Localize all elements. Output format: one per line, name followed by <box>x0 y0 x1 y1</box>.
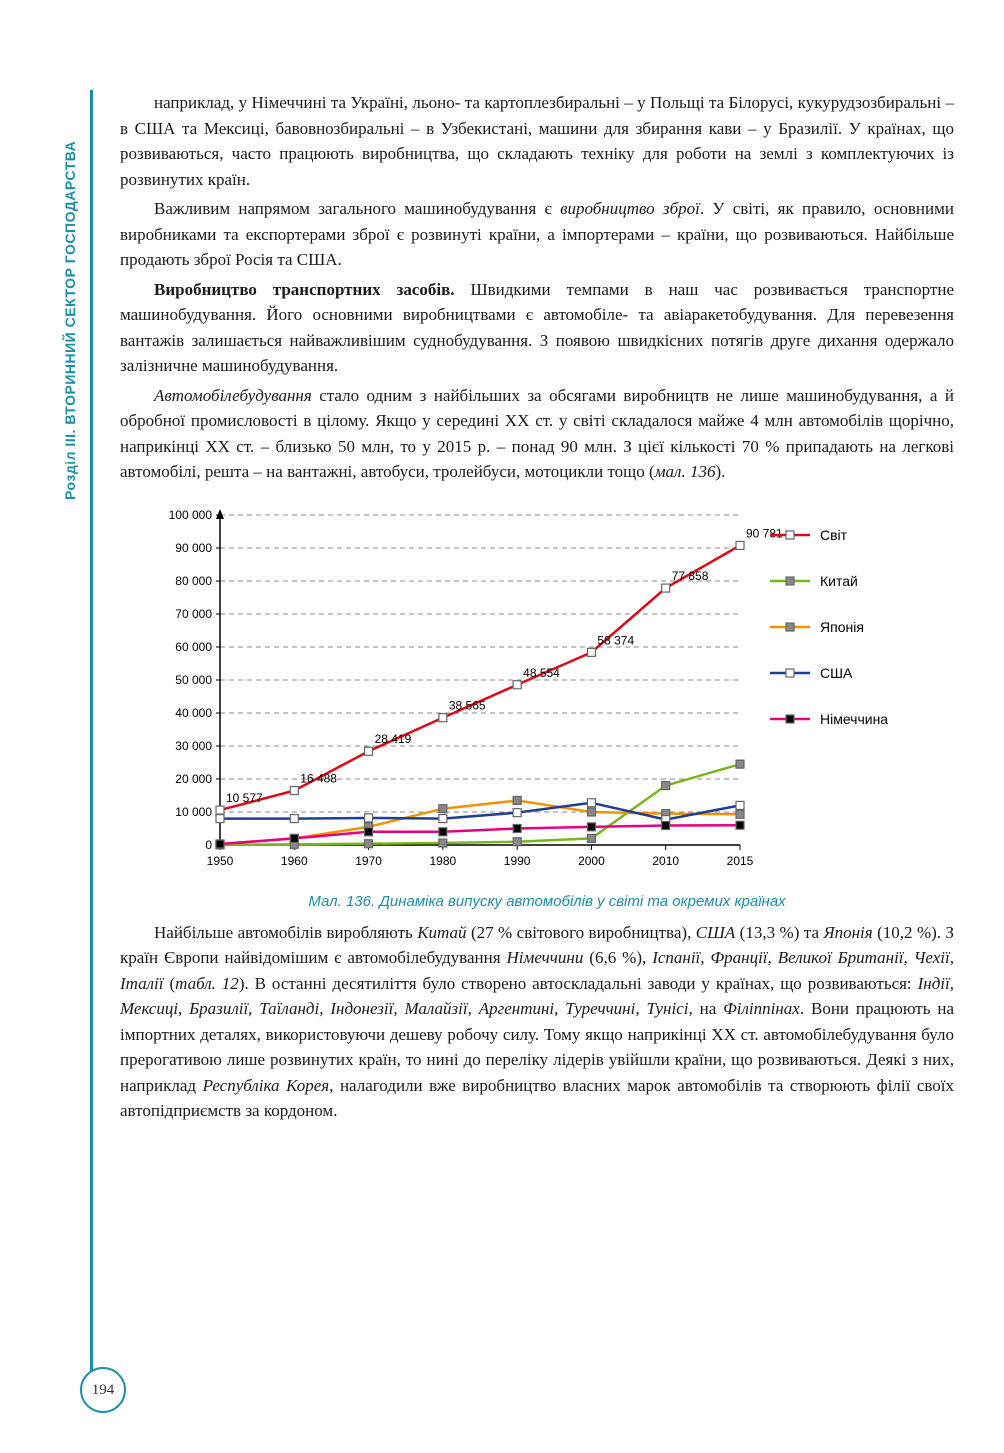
p5-l: табл. 12 <box>175 974 239 993</box>
svg-text:Японія: Японія <box>820 619 864 635</box>
svg-text:1990: 1990 <box>504 854 531 868</box>
svg-text:50 000: 50 000 <box>175 673 212 687</box>
p5-i: (6,6 %), <box>583 948 652 967</box>
svg-text:2010: 2010 <box>652 854 679 868</box>
p5-k: ( <box>164 974 176 993</box>
side-border <box>90 90 93 1383</box>
chart-caption: Мал. 136. Динаміка випуску автомобілів у… <box>140 893 954 910</box>
p5-r: Республіка Корея <box>203 1076 330 1095</box>
svg-text:Китай: Китай <box>820 573 858 589</box>
svg-text:16 488: 16 488 <box>300 771 337 785</box>
p5-h: Німеччини <box>507 948 584 967</box>
svg-text:60 000: 60 000 <box>175 640 212 654</box>
p4-c: мал. 136 <box>655 462 716 481</box>
p1-text: наприклад, у Німеччині та Україні, льоно… <box>120 93 954 189</box>
svg-text:40 000: 40 000 <box>175 706 212 720</box>
p4-d: ). <box>715 462 725 481</box>
svg-text:1960: 1960 <box>281 854 308 868</box>
svg-text:77 858: 77 858 <box>672 569 709 583</box>
page: Розділ III. ВТОРИННИЙ СЕКТОР ГОСПОДАРСТВ… <box>0 0 1004 1453</box>
svg-text:38 565: 38 565 <box>449 698 486 712</box>
paragraph-4: Автомобілебудування стало одним з найбіл… <box>120 383 954 485</box>
p2-a: Важливим напрямом загального машинобудув… <box>154 199 560 218</box>
svg-text:80 000: 80 000 <box>175 574 212 588</box>
paragraph-3: Виробництво транспортних засобів. Швидки… <box>120 277 954 379</box>
svg-text:20 000: 20 000 <box>175 772 212 786</box>
svg-text:Німеччина: Німеччина <box>820 711 888 727</box>
svg-text:58 374: 58 374 <box>597 633 634 647</box>
p2-b: виробництво зброї <box>560 199 700 218</box>
svg-text:1950: 1950 <box>207 854 234 868</box>
p5-f: Японія <box>823 923 872 942</box>
p5-o: , на <box>688 999 723 1018</box>
p5-m: ). В останні десятиліття було створено а… <box>239 974 918 993</box>
p5-p: Філіппінах <box>723 999 800 1018</box>
svg-text:90 781: 90 781 <box>746 526 783 540</box>
svg-text:США: США <box>820 665 853 681</box>
svg-text:0: 0 <box>205 838 212 852</box>
svg-text:10 000: 10 000 <box>175 805 212 819</box>
svg-text:90 000: 90 000 <box>175 541 212 555</box>
paragraph-1: наприклад, у Німеччині та Україні, льоно… <box>120 90 954 192</box>
svg-text:2000: 2000 <box>578 854 605 868</box>
page-number-value: 194 <box>92 1382 115 1399</box>
paragraph-2: Важливим напрямом загального машинобудув… <box>120 196 954 273</box>
paragraph-5: Найбільше автомобілів виробляють Китай (… <box>120 920 954 1124</box>
svg-text:30 000: 30 000 <box>175 739 212 753</box>
p3-a: Виробництво транспортних засобів. <box>154 280 455 299</box>
p4-a: Автомобілебудування <box>154 386 312 405</box>
page-number: 194 <box>80 1367 126 1413</box>
p5-e: (13,3 %) та <box>735 923 823 942</box>
svg-text:2015: 2015 <box>727 854 754 868</box>
svg-text:70 000: 70 000 <box>175 607 212 621</box>
svg-text:1980: 1980 <box>430 854 457 868</box>
p5-d: США <box>696 923 735 942</box>
chart-container: 0 10 000 20 000 30 000 40 000 50 000 60 000 70 … <box>140 505 954 910</box>
svg-text:Світ: Світ <box>820 527 848 543</box>
svg-text:48 554: 48 554 <box>523 665 560 679</box>
line-chart: 0 10 000 20 000 30 000 40 000 50 000 60 000 70 … <box>140 505 940 885</box>
p5-a: Найбільше автомобілів виробляють <box>154 923 417 942</box>
p5-b: Китай <box>417 923 466 942</box>
p5-c: (27 % світового виробництва), <box>467 923 696 942</box>
svg-text:1970: 1970 <box>355 854 382 868</box>
svg-text:28 419: 28 419 <box>375 732 412 746</box>
svg-text:10 577: 10 577 <box>226 791 263 805</box>
section-label: Розділ III. ВТОРИННИЙ СЕКТОР ГОСПОДАРСТВ… <box>62 141 78 500</box>
svg-text:100 000: 100 000 <box>169 508 213 522</box>
